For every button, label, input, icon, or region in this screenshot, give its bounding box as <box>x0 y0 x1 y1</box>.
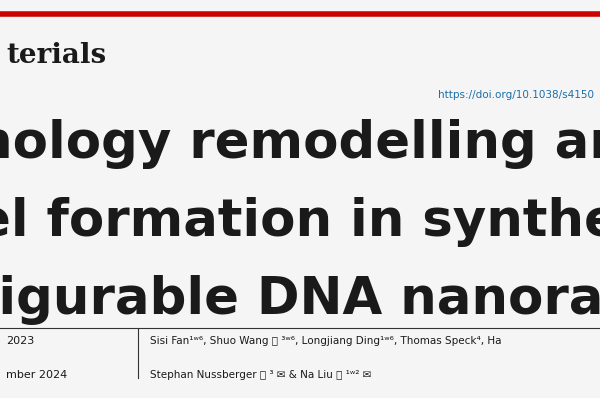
Text: Stephan Nussberger ⓞ ³ ✉ & Na Liu ⓞ ¹ʷ² ✉: Stephan Nussberger ⓞ ³ ✉ & Na Liu ⓞ ¹ʷ² … <box>150 370 371 380</box>
Text: hology remodelling and membran: hology remodelling and membran <box>0 119 600 170</box>
Text: el formation in synthetic cells via r: el formation in synthetic cells via r <box>0 197 600 247</box>
Text: 2023: 2023 <box>6 336 34 346</box>
Text: terials: terials <box>6 42 106 69</box>
Text: https://doi.org/10.1038/s4150: https://doi.org/10.1038/s4150 <box>438 90 594 100</box>
Text: Sisi Fan¹ʷ⁶, Shuo Wang ⓞ ³ʷ⁶, Longjiang Ding¹ʷ⁶, Thomas Speck⁴, Ha: Sisi Fan¹ʷ⁶, Shuo Wang ⓞ ³ʷ⁶, Longjiang … <box>150 336 502 346</box>
Text: mber 2024: mber 2024 <box>6 370 67 380</box>
Text: figurable DNA nanorafts: figurable DNA nanorafts <box>0 275 600 325</box>
